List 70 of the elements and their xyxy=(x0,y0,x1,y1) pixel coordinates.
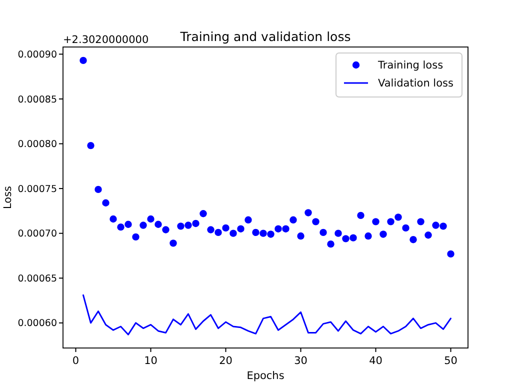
point xyxy=(214,228,222,236)
y-tick-label: 0.00085 xyxy=(18,94,57,106)
x-tick-label: 20 xyxy=(219,355,232,367)
point xyxy=(364,232,372,240)
chart-title: Training and validation loss xyxy=(179,29,351,44)
point xyxy=(132,233,140,241)
point xyxy=(304,209,312,216)
point xyxy=(162,226,170,234)
point xyxy=(124,220,132,228)
x-tick-label: 10 xyxy=(144,355,158,367)
point xyxy=(154,220,162,228)
point xyxy=(342,235,350,242)
point xyxy=(312,218,320,226)
point xyxy=(230,230,237,237)
point xyxy=(102,199,110,206)
point xyxy=(334,230,342,237)
point xyxy=(402,224,410,232)
point xyxy=(424,232,432,239)
y-tick-label: 0.00065 xyxy=(18,273,57,284)
point xyxy=(274,225,282,232)
point xyxy=(290,216,297,224)
point xyxy=(432,222,440,229)
point xyxy=(222,224,230,232)
x-tick-label: 50 xyxy=(444,355,458,367)
y-tick-label: 0.00060 xyxy=(18,318,57,330)
y-axis-title: Loss xyxy=(2,186,14,210)
point xyxy=(147,215,154,223)
point xyxy=(394,214,402,221)
point xyxy=(410,236,417,244)
point xyxy=(380,230,387,238)
point xyxy=(192,220,200,228)
point xyxy=(350,234,357,242)
line-series xyxy=(82,294,452,336)
point xyxy=(320,228,327,236)
point xyxy=(177,222,184,230)
point xyxy=(207,226,214,234)
y-tick-label: 0.00080 xyxy=(18,139,57,150)
y-tick-label: 0.00090 xyxy=(18,49,57,60)
point xyxy=(447,250,454,258)
point xyxy=(94,186,102,194)
point xyxy=(372,218,380,226)
point xyxy=(87,142,94,150)
point xyxy=(140,222,147,229)
point xyxy=(267,230,274,238)
legend-label: Validation loss xyxy=(378,78,454,90)
x-tick-label: 30 xyxy=(294,355,308,367)
x-tick-label: 0 xyxy=(72,355,80,367)
text: +2.3020000000 xyxy=(63,34,149,46)
point xyxy=(440,222,447,230)
point xyxy=(110,215,117,223)
point xyxy=(357,212,364,220)
point xyxy=(297,232,304,240)
point xyxy=(244,216,252,224)
point xyxy=(117,223,124,231)
legend-label: Training loss xyxy=(377,60,444,72)
point xyxy=(327,240,334,248)
point xyxy=(260,230,267,237)
x-tick-label: 40 xyxy=(369,355,382,367)
point xyxy=(417,218,424,226)
point xyxy=(80,56,87,64)
point xyxy=(184,222,192,229)
point xyxy=(237,225,244,232)
y-tick-label: 0.00075 xyxy=(18,184,57,195)
point xyxy=(252,228,260,236)
point xyxy=(282,225,290,232)
y-tick-label: 0.00070 xyxy=(18,228,57,240)
point xyxy=(387,218,394,226)
point xyxy=(170,240,177,247)
x-axis-title: Epochs xyxy=(246,370,284,382)
point xyxy=(200,210,207,218)
